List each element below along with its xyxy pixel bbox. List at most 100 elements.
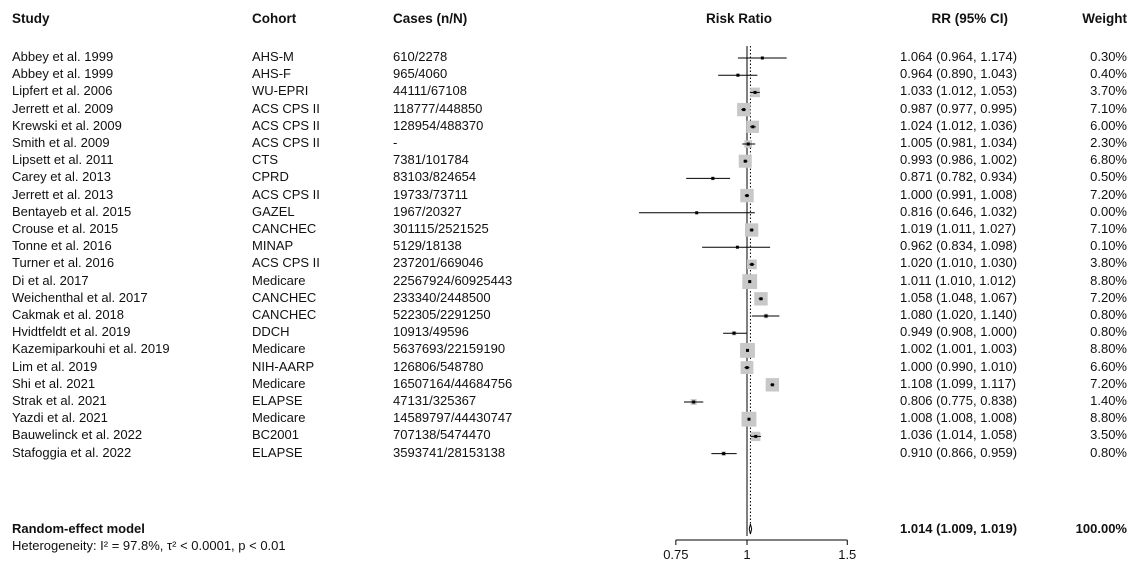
rr-ci-text: 0.871 (0.782, 0.934)	[900, 169, 1018, 185]
rr-ci-text: 1.019 (1.011, 1.027)	[900, 221, 1017, 236]
cohort-name: ACS CPS II	[252, 135, 320, 150]
header-cohort: Cohort	[252, 11, 297, 26]
study-name: Strak et al. 2021	[12, 393, 107, 408]
study-point-estimate	[759, 297, 763, 301]
study-name: Kazemiparkouhi et al. 2019	[12, 341, 170, 357]
cohort-name: BC2001	[252, 427, 299, 443]
rr-ci-text: 0.816 (0.646, 1.032)	[900, 203, 1018, 219]
study-name: Turner et al. 2016	[12, 255, 115, 271]
weight-value: 0.50%	[1090, 169, 1127, 185]
cases-value: 128954/488370	[393, 117, 484, 133]
study-point-estimate	[746, 142, 750, 146]
weight-value: 7.10%	[1090, 221, 1127, 236]
study-name: Bauwelinck et al. 2022	[12, 427, 143, 443]
cases-value: 44111/67108	[393, 83, 467, 99]
x-axis-tick-label: 1	[743, 547, 750, 562]
study-name: Carey et al. 2013	[12, 169, 112, 185]
cohort-name: ACS CPS II	[252, 186, 320, 202]
weight-value: 8.80%	[1090, 410, 1127, 426]
weight-value: 3.70%	[1090, 83, 1127, 99]
cohort-name: ACS CPS II	[252, 255, 320, 271]
study-point-estimate	[745, 366, 749, 370]
cases-value: 237201/669046	[393, 255, 484, 271]
rr-ci-text: 1.000 (0.991, 1.008)	[900, 186, 1018, 202]
cohort-name: Medicare	[252, 341, 306, 357]
header-rr: RR (95% CI)	[931, 11, 1008, 26]
cases-value: 301115/2521525	[393, 221, 489, 236]
cases-value: 19733/73711	[393, 186, 468, 202]
weight-value: 7.20%	[1090, 375, 1127, 391]
cases-value: 118777/448850	[393, 100, 483, 116]
cases-value: 610/2278	[393, 49, 448, 64]
cohort-name: CANCHEC	[252, 221, 317, 236]
weight-value: 0.30%	[1090, 49, 1127, 64]
cohort-name: ACS CPS II	[252, 117, 320, 133]
study-point-estimate	[764, 314, 768, 318]
cohort-name: ACS CPS II	[252, 100, 320, 116]
cohort-name: GAZEL	[252, 203, 295, 219]
study-point-estimate	[753, 90, 757, 94]
rr-ci-text: 1.036 (1.014, 1.058)	[900, 427, 1018, 443]
study-name: Shi et al. 2021	[12, 375, 96, 391]
rr-ci-text: 1.005 (0.981, 1.034)	[900, 135, 1018, 150]
rr-ci-text: 0.806 (0.775, 0.838)	[900, 393, 1018, 408]
study-name: Abbey et al. 1999	[12, 66, 114, 82]
study-point-estimate	[751, 125, 755, 129]
header-weight: Weight	[1082, 11, 1127, 26]
study-point-estimate	[695, 211, 699, 215]
cohort-name: CANCHEC	[252, 307, 317, 322]
weight-value: 7.10%	[1090, 100, 1127, 116]
study-point-estimate	[711, 176, 715, 180]
study-name: Lipsett et al. 2011	[12, 152, 114, 168]
study-name: Yazdi et al. 2021	[12, 410, 108, 426]
weight-value: 3.50%	[1090, 427, 1127, 443]
study-point-estimate	[735, 245, 739, 249]
cases-value: 707138/5474470	[393, 427, 491, 443]
study-name: Jerrett et al. 2013	[12, 186, 114, 202]
cases-value: 14589797/44430747	[393, 410, 513, 426]
header-cases: Cases (n/N)	[393, 11, 468, 26]
study-name: Stafoggia et al. 2022	[12, 444, 132, 460]
study-point-estimate	[754, 434, 758, 438]
weight-value: 6.00%	[1090, 117, 1127, 133]
cohort-name: ELAPSE	[252, 444, 303, 460]
cases-value: 1967/20327	[393, 203, 462, 219]
rr-ci-text: 1.064 (0.964, 1.174)	[900, 49, 1018, 64]
cohort-name: Medicare	[252, 272, 306, 288]
summary-rr-text: 1.014 (1.009, 1.019)	[900, 521, 1018, 536]
study-name: Lipfert et al. 2006	[12, 83, 113, 99]
weight-value: 0.10%	[1090, 238, 1127, 254]
weight-value: 8.80%	[1090, 272, 1127, 288]
x-axis-tick-label: 1.5	[838, 547, 856, 562]
summary-weight: 100.00%	[1075, 521, 1127, 536]
x-axis-tick-label: 0.75	[663, 547, 688, 562]
cohort-name: CPRD	[252, 169, 289, 185]
weight-value: 6.60%	[1090, 358, 1127, 374]
cohort-name: Medicare	[252, 375, 306, 391]
cohort-name: CANCHEC	[252, 289, 317, 305]
summary-label: Random-effect model	[12, 521, 145, 536]
rr-ci-text: 1.024 (1.012, 1.036)	[900, 117, 1018, 133]
cases-value: 22567924/60925443	[393, 272, 513, 288]
weight-value: 0.00%	[1090, 203, 1127, 219]
study-name: Hvidtfeldt et al. 2019	[12, 324, 131, 340]
weight-value: 6.80%	[1090, 152, 1127, 168]
cohort-name: AHS-F	[252, 66, 291, 82]
heterogeneity-text: Heterogeneity: I² = 97.8%, τ² < 0.0001, …	[12, 538, 286, 553]
study-point-estimate	[692, 400, 696, 404]
weight-value: 0.80%	[1090, 324, 1127, 340]
study-name: Di et al. 2017	[12, 272, 89, 288]
study-point-estimate	[745, 348, 749, 352]
study-name: Lim et al. 2019	[12, 358, 98, 374]
cases-value: 16507164/44684756	[393, 375, 513, 391]
rr-ci-text: 1.011 (1.010, 1.012)	[900, 272, 1017, 288]
weight-value: 3.80%	[1090, 255, 1127, 271]
study-point-estimate	[750, 228, 754, 232]
study-point-estimate	[748, 280, 752, 284]
study-point-estimate	[750, 262, 754, 266]
rr-ci-text: 1.108 (1.099, 1.117)	[900, 375, 1017, 391]
rr-ci-text: 0.910 (0.866, 0.959)	[900, 444, 1018, 460]
rr-ci-text: 1.020 (1.010, 1.030)	[900, 255, 1018, 271]
cases-value: 47131/325367	[393, 393, 477, 408]
